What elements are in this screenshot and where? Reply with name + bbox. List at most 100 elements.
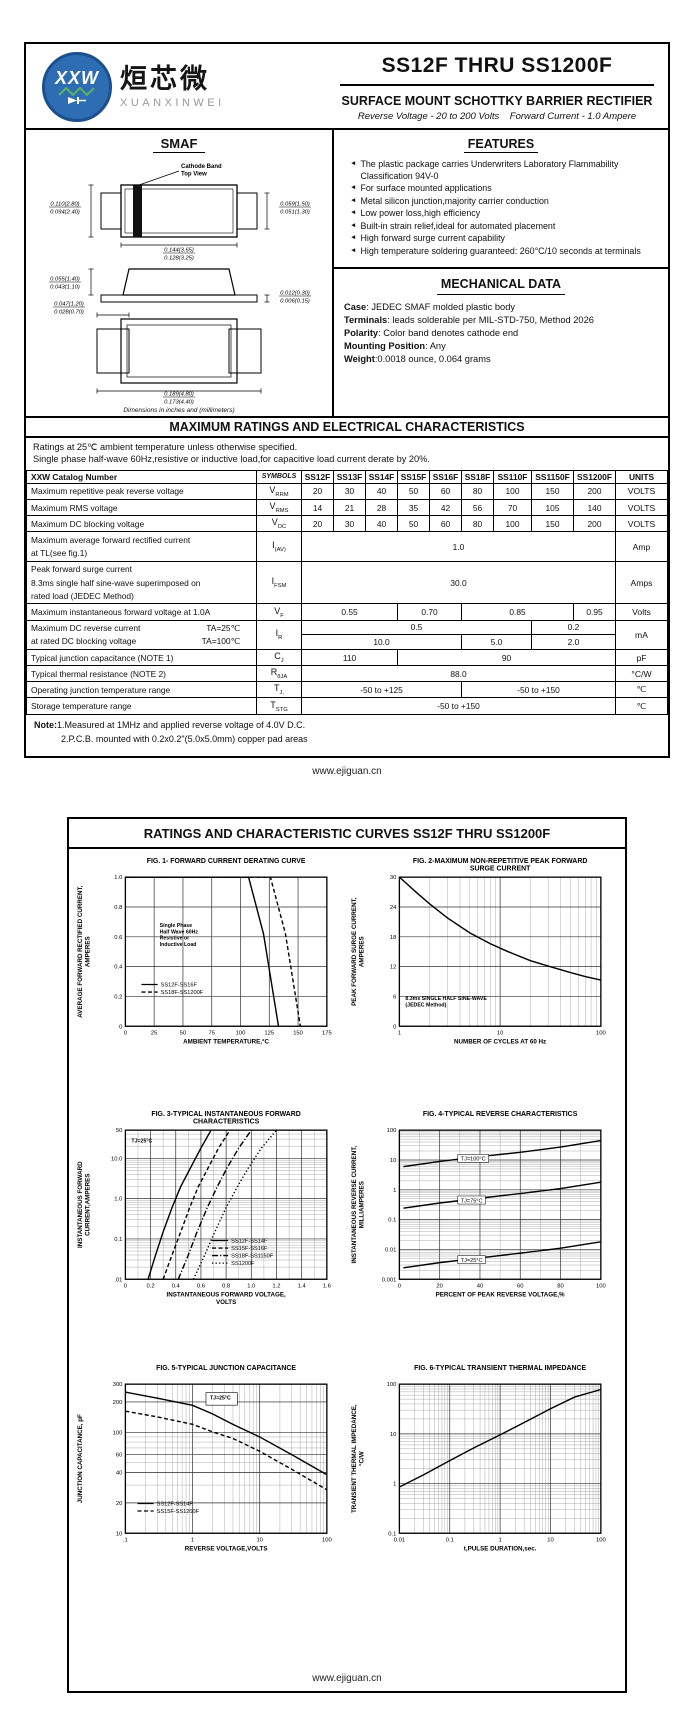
value-cell: 80 [461, 482, 494, 501]
fig5-chart: FIG. 5-TYPICAL JUNCTION CAPACITANCE .1 1 10… [77, 1365, 332, 1552]
value-cell: 110 [301, 648, 398, 667]
svg-text:Resistive or: Resistive or [160, 935, 190, 941]
svg-text:FIG. 2-MAXIMUM NON-REPETITIVE: FIG. 2-MAXIMUM NON-REPETITIVE PEAK FORWA… [413, 858, 587, 865]
dimension-label: 0.047(1.20) 0.028(0.70) [53, 302, 85, 316]
col-header-SS16F: SS16F [429, 469, 462, 484]
svg-text:1.6: 1.6 [323, 1284, 331, 1290]
svg-text:0: 0 [398, 1284, 402, 1290]
header: XXW 烜芯微 XUANXINWEI SS12F THRU SS1200F SU… [26, 44, 668, 130]
svg-text:0.144(3.65): 0.144(3.65) [164, 248, 194, 254]
svg-text:0.055(1.40): 0.055(1.40) [50, 277, 80, 283]
value-cell: 70 [493, 499, 532, 517]
svg-text:Half Wave 60Hz: Half Wave 60Hz [160, 929, 199, 935]
row-symbol: TJ, [256, 681, 302, 699]
dimension-label: 0.012(0.30) 0.006(0.15) [279, 291, 311, 305]
svg-text:0.012(0.30): 0.012(0.30) [280, 291, 310, 297]
svg-text:AVERAGE FORWARD RECTIFIED CURR: AVERAGE FORWARD RECTIFIED CURRENT, [77, 885, 84, 1017]
legend-entry: SS18F-SS1200F [161, 990, 204, 996]
logo-diode-icon [68, 97, 86, 104]
brand-name-en: XUANXINWEI [120, 96, 225, 109]
svg-text:10: 10 [116, 1531, 123, 1537]
ratings-heading: MAXIMUM RATINGS AND ELECTRICAL CHARACTER… [26, 416, 668, 438]
table-row: Maximum average forward rectified curren… [26, 531, 668, 562]
svg-text:75: 75 [208, 1030, 214, 1036]
feature-item: ◄ Low power loss,high efficiency [350, 208, 658, 220]
svg-text:12: 12 [390, 964, 396, 970]
value-cell: 80 [461, 515, 494, 533]
row-symbol: I(AV) [256, 531, 302, 562]
svg-text:1: 1 [393, 1188, 396, 1194]
svg-text:CURRENT,AMPERES: CURRENT,AMPERES [85, 1174, 92, 1236]
row-symbol: IR [256, 619, 302, 650]
website-link[interactable]: www.ejiguan.cn [312, 765, 382, 777]
value-cell: 150 [531, 515, 574, 533]
value-cell: 28 [365, 499, 398, 517]
value-cell: 14 [301, 499, 334, 517]
col-header-symbols: SYMBOLS [256, 469, 302, 484]
col-header-SS18F: SS18F [461, 469, 494, 484]
svg-text:1.4: 1.4 [298, 1284, 307, 1290]
svg-text:Single Phase: Single Phase [160, 922, 193, 928]
feature-text: Built-in strain relief,ideal for automat… [360, 220, 556, 231]
value-cell: 100 [493, 482, 532, 501]
svg-text:100: 100 [236, 1030, 246, 1036]
value-cell: -50 to +150 [461, 681, 616, 699]
svg-text:AMPERES: AMPERES [85, 936, 92, 967]
row-label: Maximum RMS voltage [26, 499, 257, 517]
svg-text:FIG. 4-TYPICAL REVERSE CHARACT: FIG. 4-TYPICAL REVERSE CHARACTERISTICS [423, 1111, 578, 1118]
feature-item: ◄ Metal silicon junction,majority carrier… [350, 196, 658, 208]
figure-5: FIG. 5-TYPICAL JUNCTION CAPACITANCE .1 1 10… [73, 1362, 347, 1616]
svg-text:0.01: 0.01 [385, 1248, 396, 1254]
svg-text:TJ=25°C: TJ=25°C [461, 1258, 483, 1264]
row-unit: Volts [615, 603, 668, 621]
svg-text:VOLTS: VOLTS [216, 1299, 236, 1306]
svg-text:0: 0 [119, 1024, 123, 1030]
col-header-SS14F: SS14F [365, 469, 398, 484]
row-label: Operating junction temperature range [26, 681, 257, 699]
row-unit: Amps [615, 560, 668, 605]
svg-text:0.6: 0.6 [197, 1284, 205, 1290]
row-unit: ℃ [615, 681, 668, 699]
svg-text:INSTANTANEOUS FORWARD VOLTAGE,: INSTANTANEOUS FORWARD VOLTAGE, [166, 1292, 286, 1299]
curve-IFSM [398, 876, 601, 981]
row-symbol: VRRM [256, 482, 302, 501]
feature-text: For surface mounted applications [360, 183, 492, 194]
legend-entry: SS1200F [231, 1262, 255, 1268]
table-row: Typical junction capacitance (NOTE 1) CJ 1… [26, 648, 668, 667]
fig2-chart: FIG. 2-MAXIMUM NON-REPETITIVE PEAK FORWA… [351, 858, 606, 1045]
value-cell: 0.70 [397, 603, 462, 621]
feature-item: ◄ For surface mounted applications [350, 183, 658, 195]
svg-text:60: 60 [517, 1284, 524, 1290]
svg-text:°C/W: °C/W [359, 1452, 366, 1467]
package-drawing-section: SMAF Cathode Band Top View 0.110(2.80) 0.09… [26, 130, 332, 416]
mechanical-row: Weight:0.0018 ounce, 0.064 grams [344, 354, 491, 365]
svg-text:0.1: 0.1 [114, 1237, 122, 1243]
col-header-SS12F: SS12F [301, 469, 334, 484]
svg-text:AMPERES: AMPERES [359, 936, 366, 967]
value-cell: 0.5 [301, 619, 532, 636]
svg-text:20: 20 [116, 1501, 123, 1507]
row-unit: VOLTS [615, 482, 668, 501]
table-row: Maximum DC blocking voltage VDC 20 30 40 50 60… [26, 515, 668, 533]
table-row: Maximum instantaneous forward voltage at… [26, 603, 668, 621]
legend-entry: SS15F-SS1200F [157, 1509, 200, 1515]
curve-SS12F-SS14F [147, 1130, 212, 1280]
value-cell: 88.0 [301, 665, 616, 683]
col-header-SS13F: SS13F [333, 469, 366, 484]
svg-text:80: 80 [557, 1284, 564, 1290]
row-label: Maximum average forward rectified curren… [26, 531, 257, 562]
svg-text:1.0: 1.0 [114, 875, 123, 881]
row-symbol: IFSM [256, 560, 302, 605]
value-cell: -50 to +150 [301, 697, 616, 715]
svg-text:0.043(1.10): 0.043(1.10) [50, 285, 80, 291]
svg-text:100: 100 [322, 1538, 332, 1544]
svg-text:TJ=100°C: TJ=100°C [461, 1157, 486, 1163]
svg-text:100: 100 [387, 1129, 397, 1135]
logo-wave-icon [58, 87, 95, 96]
website-link-2[interactable]: www.ejiguan.cn [312, 1672, 382, 1684]
row-unit: ℃ [615, 697, 668, 715]
dimension-label: 0.059(1.50) 0.051(1.30) [279, 202, 311, 216]
value-cell: 0.95 [573, 603, 616, 621]
value-cell: 105 [531, 499, 574, 517]
svg-text:0.059(1.50): 0.059(1.50) [280, 202, 310, 208]
